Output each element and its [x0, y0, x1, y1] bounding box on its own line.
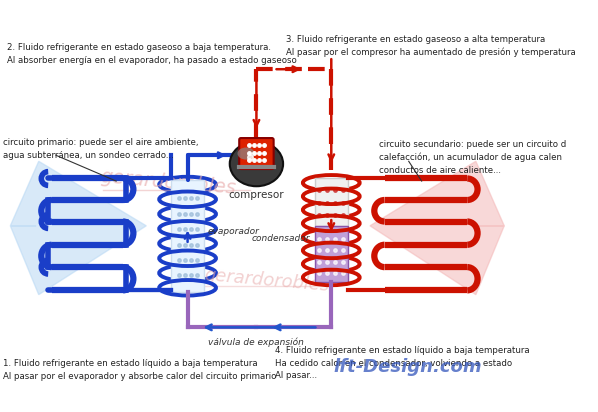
Text: 4. Fluido refrigerante en estado líquido a baja temperatura
Ha cedido calor en e: 4. Fluido refrigerante en estado líquido…: [275, 346, 530, 380]
FancyBboxPatch shape: [239, 138, 274, 169]
Polygon shape: [370, 161, 504, 295]
Polygon shape: [10, 161, 147, 295]
Text: 2. Fluido refrigerante en estado gaseoso a baja temperatura.
Al absorber energía: 2. Fluido refrigerante en estado gaseoso…: [7, 43, 297, 65]
Bar: [315, 178, 347, 226]
Bar: [315, 226, 347, 282]
Text: gerardorobles: gerardorobles: [203, 266, 330, 295]
Text: compresor: compresor: [228, 190, 284, 200]
Text: válvula de expansión: válvula de expansión: [209, 338, 304, 347]
Text: 3. Fluido refrigerante en estado gaseoso a alta temperatura
Al pasar por el comp: 3. Fluido refrigerante en estado gaseoso…: [286, 35, 575, 57]
Bar: [171, 180, 204, 292]
Ellipse shape: [237, 147, 255, 159]
Text: lft-Design.com: lft-Design.com: [334, 358, 483, 377]
Text: evaporador: evaporador: [208, 227, 260, 236]
Text: 1. Fluido refrigerante en estado líquido a baja temperatura
Al pasar por el evap: 1. Fluido refrigerante en estado líquido…: [4, 359, 277, 381]
Text: condensador: condensador: [251, 234, 310, 243]
Text: gerardorobles: gerardorobles: [99, 167, 237, 198]
Text: circuito primario: puede ser el aire ambiente,
agua subterránea, un sondeo cerra: circuito primario: puede ser el aire amb…: [4, 138, 199, 159]
Text: circuito secundario: puede ser un circuito d
calefacción, un acumulador de agua : circuito secundario: puede ser un circui…: [379, 140, 566, 175]
Ellipse shape: [230, 141, 283, 186]
